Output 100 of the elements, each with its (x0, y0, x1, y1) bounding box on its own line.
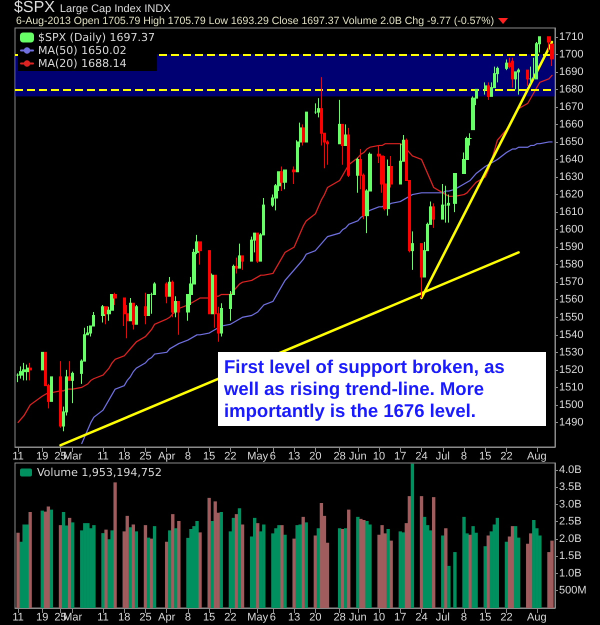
bar (386, 528, 390, 608)
y-tick-label: 2.0B (559, 532, 582, 545)
bar (62, 512, 66, 608)
bar (128, 527, 132, 608)
bar (529, 533, 532, 608)
x-tick-label: 18 (118, 612, 130, 624)
x-tick-label: Jul (436, 450, 450, 462)
bar (444, 528, 448, 608)
y-tick-label: 1530 (559, 346, 584, 358)
x-tick-label: 11 (97, 612, 109, 624)
bar (468, 534, 472, 608)
x-tick-label: 20 (309, 450, 322, 462)
candlestick (165, 282, 168, 304)
candlestick (317, 98, 320, 118)
candlestick (19, 366, 23, 380)
y-tick-label: 1.0B (559, 567, 582, 580)
bar (484, 546, 487, 608)
candlestick (41, 352, 44, 370)
bar (441, 536, 444, 608)
bar (165, 542, 168, 608)
bar (171, 514, 174, 608)
candlestick (347, 127, 350, 178)
legend-label: $SPX (Daily) 1697.37 (38, 31, 156, 44)
bar (532, 520, 536, 608)
candlestick (22, 362, 26, 381)
candlestick (241, 255, 244, 270)
candlestick (29, 362, 32, 381)
y-tick-label: 1710 (559, 30, 584, 43)
x-tick-label: 8 (460, 612, 468, 624)
candlestick (235, 257, 238, 274)
candlestick (113, 292, 117, 306)
candlestick (390, 155, 393, 188)
candlestick (238, 243, 241, 269)
legend-label: MA(20) 1688.14 (38, 57, 127, 70)
candlestick (338, 99, 341, 144)
x-tick-label: 24 (415, 612, 428, 624)
x-tick-label: 11 (12, 612, 24, 624)
bar (101, 533, 105, 608)
y-tick-label: 1520 (559, 364, 584, 376)
bar (320, 503, 324, 608)
y-tick-label: 1620 (559, 188, 584, 201)
bar (356, 516, 360, 608)
bar (302, 516, 305, 608)
y-tick-label: 1640 (559, 153, 584, 166)
bar (104, 530, 108, 608)
y-tick-label: 1670 (559, 100, 584, 113)
y-tick-label: 1610 (559, 206, 584, 218)
bar (462, 516, 466, 608)
bar (50, 510, 54, 608)
x-tick-label: 28 (333, 612, 346, 624)
bar (486, 536, 490, 608)
legend-label: MA(50) 1650.02 (38, 44, 127, 57)
bar (58, 525, 62, 608)
bar (340, 528, 344, 608)
line-series (17, 74, 553, 424)
bar (134, 531, 138, 608)
legend-label: Volume 1,953,194,752 (37, 466, 162, 479)
bar (132, 524, 135, 608)
candlestick (129, 297, 132, 322)
bar (453, 552, 457, 608)
candlestick (198, 241, 202, 266)
bar (510, 526, 514, 608)
bar (113, 482, 117, 608)
x-tick-label: 8 (460, 450, 468, 462)
bar (420, 496, 424, 608)
candlestick (387, 158, 390, 216)
candlestick (280, 166, 284, 192)
bar (16, 532, 20, 608)
candlestick (292, 166, 296, 185)
bar (398, 531, 402, 608)
bar (347, 510, 350, 608)
y-tick-label: 2.5B (559, 516, 582, 528)
y-tick-label: 1570 (559, 276, 584, 288)
bar (70, 522, 74, 608)
bar (210, 521, 214, 608)
x-tick-label: Jul (436, 612, 450, 624)
bar (338, 528, 342, 608)
candlestick (505, 59, 508, 71)
y-tick-label: 1700 (559, 48, 584, 60)
bar (168, 530, 172, 608)
bar (408, 496, 412, 608)
candlestick (144, 292, 147, 325)
bar (150, 538, 154, 608)
x-tick-label: 25 (139, 612, 152, 624)
candlestick (59, 360, 62, 428)
x-tick-label: 8 (184, 612, 191, 624)
x-tick-label: May (247, 450, 269, 462)
bar (92, 525, 96, 608)
bar (283, 534, 287, 608)
candlestick (71, 371, 74, 404)
candlestick (26, 364, 29, 381)
y-tick-label: 4.0B (559, 464, 582, 476)
candlestick (356, 157, 359, 194)
x-tick-label: 13 (288, 450, 300, 462)
bar (298, 524, 302, 608)
bar (195, 521, 199, 608)
x-tick-label: 6 (270, 612, 276, 624)
bar (146, 538, 150, 608)
x-tick-label: 17 (394, 612, 406, 624)
candlestick (283, 170, 287, 190)
